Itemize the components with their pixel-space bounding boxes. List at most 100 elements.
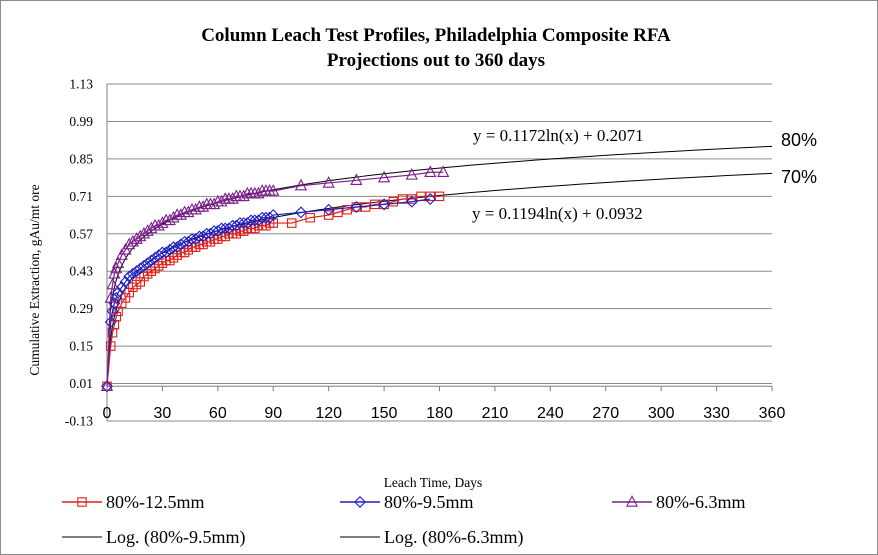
x-tick-label: 0 <box>103 405 112 422</box>
x-axis-label: Leach Time, Days <box>384 475 483 490</box>
data-point <box>405 195 418 208</box>
data-point <box>286 218 297 228</box>
data-point <box>174 208 187 220</box>
legend-swatch-marker <box>625 495 639 507</box>
data-series <box>100 165 450 393</box>
data-point <box>267 184 280 196</box>
data-point <box>388 196 399 207</box>
y-tick-label: -0.13 <box>65 414 93 429</box>
data-point <box>208 197 221 210</box>
legend-item: Log. (80%-9.5mm) <box>62 527 245 548</box>
data-point <box>123 270 136 283</box>
data-point <box>156 216 169 228</box>
data-point <box>134 262 147 275</box>
legend-label: 80%-12.5mm <box>106 492 205 512</box>
data-point <box>106 277 119 290</box>
y-tick-label: 0.57 <box>69 226 93 241</box>
x-tick-label: 360 <box>759 405 786 422</box>
data-point <box>119 275 132 288</box>
y-tick-label: 0.01 <box>69 376 93 391</box>
data-point <box>424 193 437 205</box>
data-point <box>350 201 363 214</box>
x-tick-label: 240 <box>537 405 564 422</box>
data-point <box>305 212 315 223</box>
x-tick-labels: 0 30 60 90 120 150 180 210 240 270 300 330 360 <box>103 405 786 422</box>
data-point <box>104 316 117 329</box>
y-tick-label: 0.29 <box>69 301 93 316</box>
data-point <box>333 207 343 218</box>
legend-label: Log. (80%-6.3mm) <box>384 527 523 548</box>
data-point <box>323 210 334 220</box>
y-tick-label: 0.71 <box>69 189 93 204</box>
series-80%-9.5mm <box>101 193 437 393</box>
data-point <box>407 194 417 204</box>
trendline-end-label-80pct: 80% <box>781 130 817 150</box>
data-point <box>263 211 276 224</box>
data-point <box>126 267 139 280</box>
data-point <box>189 202 202 215</box>
data-point <box>294 178 308 191</box>
data-point <box>167 210 180 223</box>
data-point <box>377 170 391 183</box>
data-point <box>294 206 307 219</box>
x-tick-label: 270 <box>592 405 619 422</box>
data-point <box>111 256 125 268</box>
y-tick-label: 0.99 <box>69 114 93 129</box>
legend-item: 80%-12.5mm <box>62 492 205 512</box>
data-point <box>267 209 280 222</box>
y-tick-label: 0.43 <box>69 264 93 279</box>
legend-item: 80%-6.3mm <box>612 492 746 512</box>
data-point <box>106 305 119 318</box>
legend-swatch-marker <box>354 496 366 508</box>
y-axis-label: Cumulative Extraction, gAu/mt ore <box>27 184 42 375</box>
x-tick-label: 330 <box>703 405 730 422</box>
y-tick-labels: -0.13 0.01 0.15 0.29 0.43 0.57 0.71 0.85 0.99 1.1… <box>65 77 93 429</box>
trendline-end-label-70pct: 70% <box>781 167 817 187</box>
data-point <box>434 191 445 202</box>
data-point <box>171 241 184 254</box>
legend-label: Log. (80%-9.5mm) <box>106 527 245 548</box>
data-point <box>322 203 335 216</box>
data-point <box>182 205 195 218</box>
data-point <box>145 254 158 267</box>
series-80%-6.3mm <box>100 165 450 391</box>
data-point <box>425 191 436 202</box>
data-point <box>437 165 450 178</box>
data-point <box>100 379 114 391</box>
data-point <box>226 192 239 204</box>
series-80%-12.5mm <box>102 191 445 391</box>
legend-swatch-marker <box>77 497 87 507</box>
trendline-equation-70pct: y = 0.1194ln(x) + 0.0932 <box>472 204 643 223</box>
data-point <box>252 186 265 199</box>
x-tick-label: 210 <box>482 405 509 422</box>
data-point <box>342 204 352 215</box>
trendline-equation-80pct: y = 0.1172ln(x) + 0.2071 <box>473 126 644 145</box>
x-tick-label: 90 <box>264 405 282 422</box>
y-tick-label: 0.15 <box>69 339 93 354</box>
legend-label: 80%-9.5mm <box>384 492 474 512</box>
legend: 80%-12.5mm 80%-9.5mm 80%-6.3mm Log. (80%-9.… <box>62 492 746 548</box>
series-line <box>106 171 444 387</box>
x-tick-label: 180 <box>426 405 453 422</box>
data-point <box>405 168 418 180</box>
data-point <box>145 221 158 234</box>
x-tick-label: 30 <box>154 405 172 422</box>
chart-subtitle: Projections out to 360 days <box>327 50 545 71</box>
x-tick-label: 300 <box>648 405 675 422</box>
legend-item: Log. (80%-6.3mm) <box>340 527 523 548</box>
data-point <box>378 198 391 211</box>
gridlines <box>106 83 773 422</box>
data-point <box>149 251 162 264</box>
y-tick-label: 0.85 <box>69 151 93 166</box>
data-point <box>196 200 210 212</box>
legend-item: 80%-9.5mm <box>340 492 474 512</box>
legend-label: 80%-6.3mm <box>656 492 746 512</box>
data-point <box>115 281 128 294</box>
data-point <box>105 341 116 351</box>
data-point <box>237 189 250 202</box>
data-point <box>130 265 143 278</box>
data-point <box>101 380 113 393</box>
data-point <box>112 286 125 299</box>
